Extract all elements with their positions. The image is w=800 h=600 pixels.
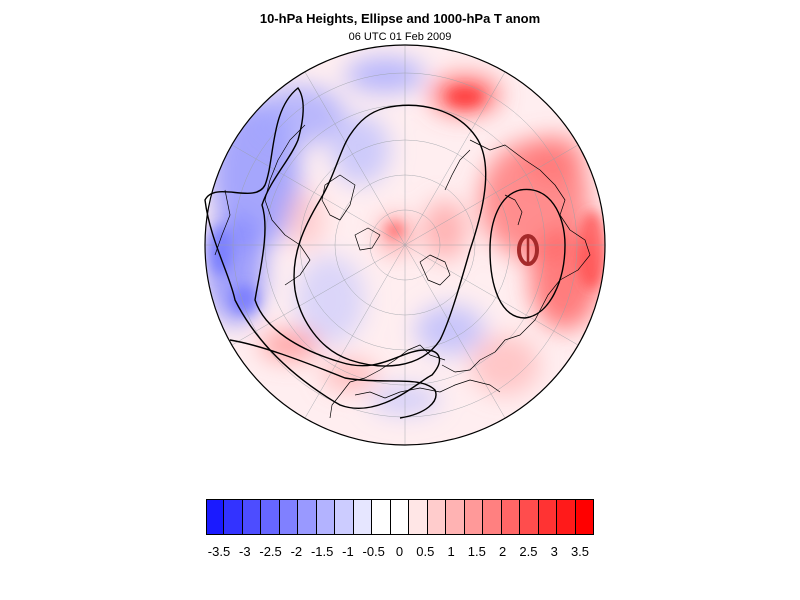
colorbar-swatch — [539, 499, 557, 535]
colorbar-swatch — [372, 499, 390, 535]
colorbar-swatch — [354, 499, 372, 535]
colorbar-swatch — [335, 499, 353, 535]
colorbar-swatch — [206, 499, 224, 535]
colorbar-swatch — [261, 499, 279, 535]
colorbar-swatch — [409, 499, 427, 535]
colorbar-swatch — [298, 499, 316, 535]
colorbar-swatch — [224, 499, 242, 535]
colorbar-tick-label: 3.5 — [560, 544, 600, 559]
colorbar-swatch — [557, 499, 575, 535]
colorbar — [206, 499, 594, 535]
colorbar-swatch — [576, 499, 594, 535]
colorbar-swatch — [280, 499, 298, 535]
colorbar-swatch — [502, 499, 520, 535]
colorbar-swatch — [243, 499, 261, 535]
colorbar-swatch — [428, 499, 446, 535]
colorbar-swatch — [446, 499, 464, 535]
colorbar-swatch — [465, 499, 483, 535]
colorbar-swatch — [520, 499, 538, 535]
anomaly-field — [200, 40, 610, 450]
colorbar-swatch — [317, 499, 335, 535]
colorbar-swatch — [483, 499, 501, 535]
colorbar-swatch — [391, 499, 409, 535]
